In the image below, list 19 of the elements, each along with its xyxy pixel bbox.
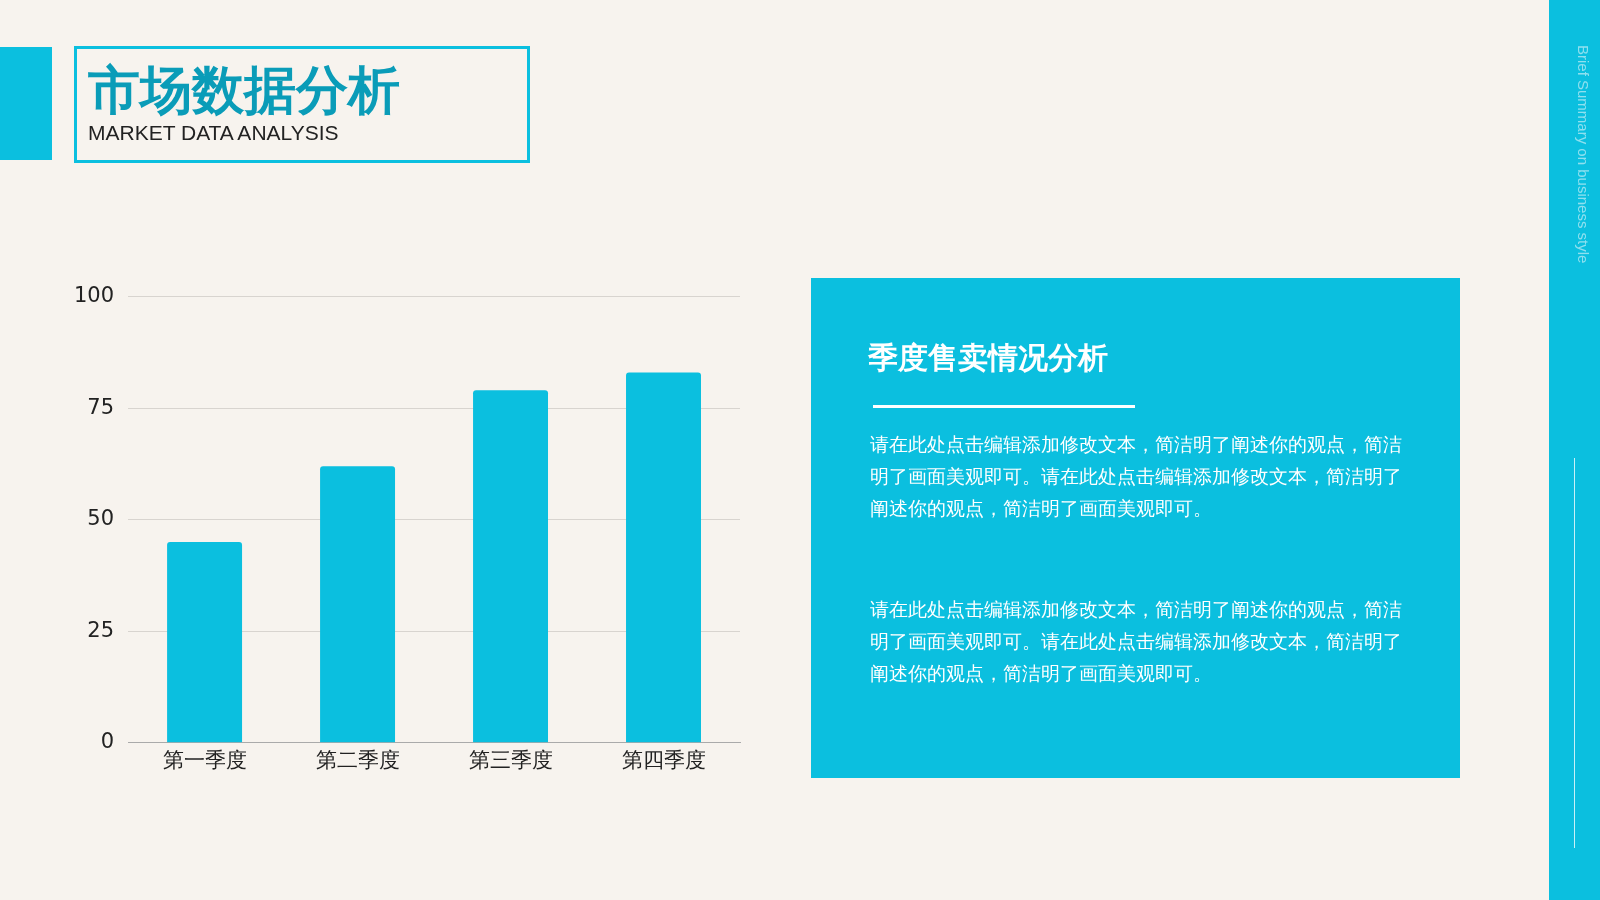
y-tick-label: 100 bbox=[73, 283, 115, 308]
chart-subtitle: MARKET DATA ANALYSIS bbox=[88, 121, 339, 145]
x-tick-label: 第一季度 bbox=[162, 747, 247, 772]
bar bbox=[320, 466, 396, 743]
bar bbox=[473, 390, 549, 743]
bar bbox=[626, 372, 701, 743]
x-tick-label: 第四季度 bbox=[621, 747, 706, 772]
chart-title: 市场数据分析 bbox=[88, 60, 400, 120]
text: 请在此处点击编辑添加修改文本，简洁明了阐述你的观点，简洁明了画面美观即可。请在此处点击编辑添加修改文本，简洁明了阐述你的观点，简洁明了画面美观即可。 bbox=[870, 597, 1403, 686]
text: 季度售卖情况分析 bbox=[868, 339, 1108, 377]
y-tick-label: 50 bbox=[87, 506, 115, 531]
text: 请在此处点击编辑添加修改文本，简洁明了阐述你的观点，简洁明了画面美观即可。请在此处点击编辑添加修改文本，简洁明了阐述你的观点，简洁明了画面美观即可。 bbox=[870, 432, 1403, 521]
y-tick-label: 25 bbox=[87, 617, 115, 642]
y-tick-label: 0 bbox=[100, 729, 115, 754]
x-tick-label: 第二季度 bbox=[315, 747, 400, 772]
x-tick-label: 第三季度 bbox=[468, 747, 553, 772]
bar bbox=[167, 542, 243, 743]
y-tick-label: 75 bbox=[87, 394, 115, 419]
text: Brief Summary on business style bbox=[1575, 45, 1592, 264]
